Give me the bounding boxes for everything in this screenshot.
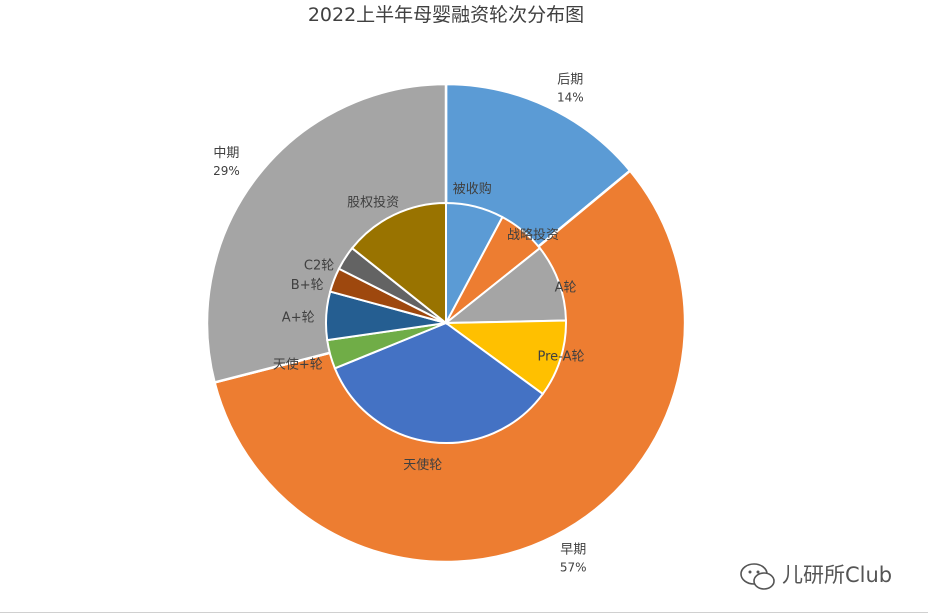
chart-title: 2022上半年母婴融资轮次分布图 — [308, 4, 584, 26]
wechat-icon — [740, 563, 775, 590]
inner-category-label: 被收购 — [453, 181, 492, 197]
inner-category-label: 天使+轮 — [273, 356, 323, 372]
inner-category-label: B+轮 — [291, 278, 324, 293]
outer-percent-label: 29% — [213, 164, 240, 178]
outer-percent-label: 57% — [560, 560, 587, 574]
outer-ring-labels: 后期 14% 早期 57% 中期 29% — [213, 72, 586, 574]
inner-category-label: 股权投资 — [347, 195, 399, 211]
inner-slice-4 — [333, 321, 545, 444]
inner-category-label: C2轮 — [304, 259, 334, 274]
watermark-text: 儿研所Club — [782, 563, 892, 587]
outer-category-label: 中期 — [213, 146, 239, 161]
inner-category-label: 天使轮 — [403, 457, 442, 473]
inner-category-label: A轮 — [555, 280, 577, 295]
inner-slice-3 — [443, 319, 567, 396]
inner-category-label: Pre-A轮 — [538, 350, 585, 365]
inner-category-label: 战略投资 — [507, 227, 559, 243]
watermark: 儿研所Club — [740, 563, 892, 590]
outer-category-label: 后期 — [557, 72, 583, 87]
bottom-divider — [0, 612, 928, 613]
inner-slice-2 — [443, 246, 568, 325]
inner-ring — [325, 201, 568, 444]
outer-category-label: 早期 — [560, 542, 586, 557]
outer-percent-label: 14% — [557, 90, 584, 104]
inner-slice-9 — [350, 201, 447, 326]
inner-category-label: A+轮 — [282, 310, 315, 325]
